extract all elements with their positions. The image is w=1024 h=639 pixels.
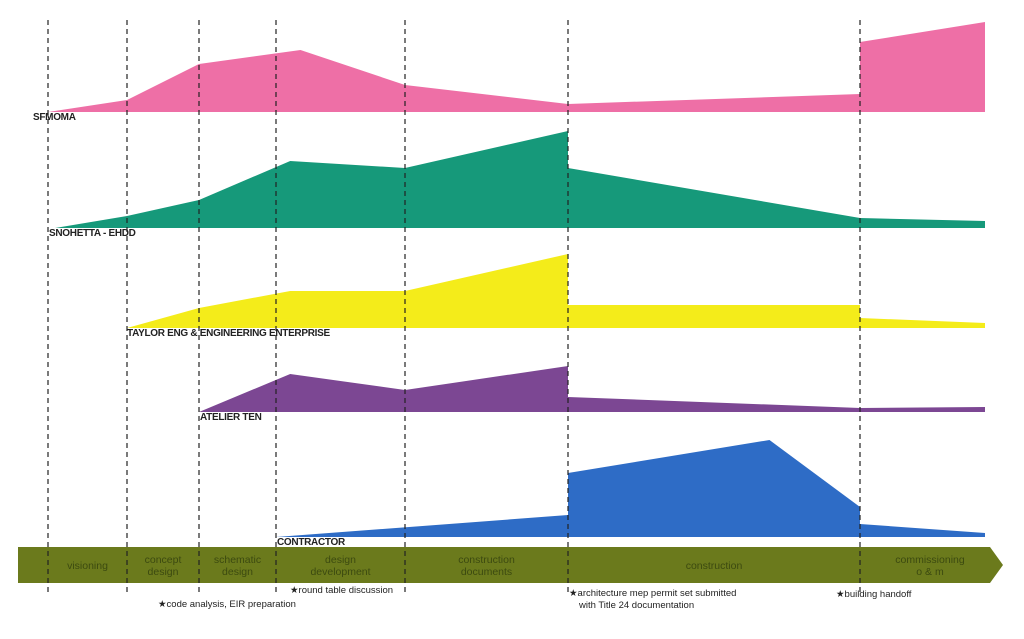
series-label-taylor: TAYLOR ENG & ENGINEERING ENTERPRISE <box>127 328 330 339</box>
phase-schematic-design: schematic design <box>199 549 276 583</box>
star-icon: ★ <box>290 585 299 596</box>
milestone-building-handoff: ★building handoff <box>836 589 911 601</box>
phase-label: concept <box>144 554 182 566</box>
phase-label: documents <box>460 566 513 578</box>
series-label-snohetta: SNOHETTA - EHDD <box>49 228 136 239</box>
phase-label: development <box>310 566 371 578</box>
milestone-text: building handoff <box>844 589 912 600</box>
phase-construction: construction <box>568 549 860 583</box>
star-icon: ★ <box>836 589 845 600</box>
phase-timeline-arrow <box>18 547 1003 583</box>
star-icon: ★ <box>569 588 578 599</box>
phase-label: visioning <box>67 560 108 572</box>
milestone-text: round table discussion <box>298 585 394 596</box>
phase-label: design <box>147 566 179 578</box>
phase-label: schematic <box>213 554 262 566</box>
milestone-text: with Title 24 documentation <box>579 600 695 611</box>
milestone-permit-set: ★architecture mep permit set submitted wi… <box>569 588 736 612</box>
series-label-contractor: CONTRACTOR <box>277 537 345 548</box>
phase-construction-documents: construction documents <box>405 549 568 583</box>
phase-concept-design: concept design <box>127 549 199 583</box>
area-taylor-eng-engineering-enterprise <box>127 254 985 328</box>
phase-commissioning: commissioning o & m <box>860 549 1000 583</box>
milestone-round-table: ★round table discussion <box>290 585 393 597</box>
milestone-text: code analysis, EIR preparation <box>166 599 296 610</box>
phase-label: commissioning <box>895 554 965 566</box>
area-sfmoma <box>48 22 985 112</box>
series-label-sfmoma: SFMOMA <box>33 112 76 123</box>
phase-design-development: design development <box>276 549 405 583</box>
milestone-text: architecture mep permit set submitted <box>577 588 737 599</box>
area-contractor <box>276 440 985 537</box>
milestone-code-analysis: ★code analysis, EIR preparation <box>158 599 296 611</box>
area-snohetta-ehdd <box>55 131 986 228</box>
phase-visioning: visioning <box>48 549 127 583</box>
phase-label: design <box>222 566 253 578</box>
phase-label: design <box>325 554 356 566</box>
series-label-atelier-ten: ATELIER TEN <box>200 412 262 423</box>
area-atelier-ten <box>199 366 985 412</box>
phase-label: construction <box>685 560 743 572</box>
phase-label: o & m <box>916 566 944 578</box>
phase-label: construction <box>458 554 515 566</box>
star-icon: ★ <box>158 599 167 610</box>
